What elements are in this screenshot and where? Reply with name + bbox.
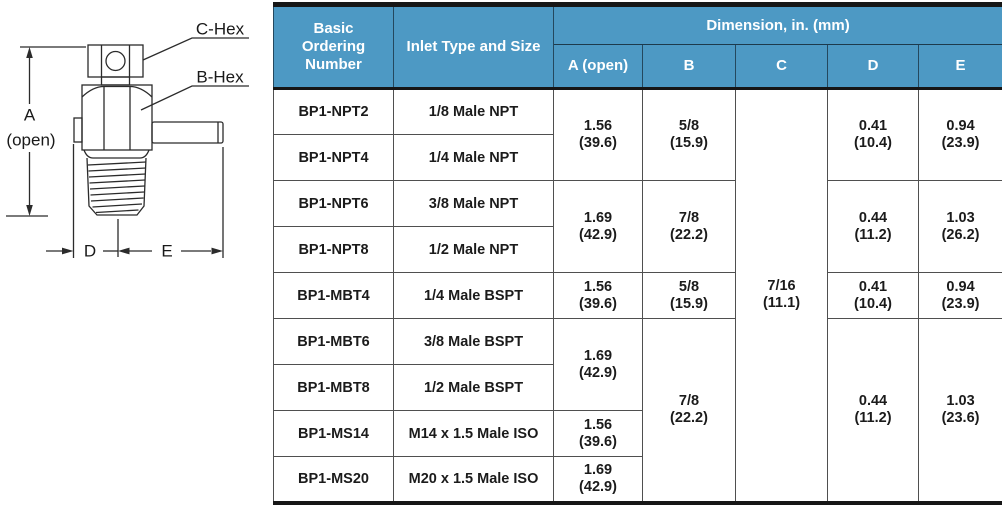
header-inlet-type-size: Inlet Type and Size <box>393 4 554 90</box>
part-number-cell: BP1-MBT8 <box>273 364 394 411</box>
dim-e-cell: 1.03 (23.6) <box>917 318 1002 503</box>
dim-a-cell: 1.56 (39.6) <box>553 272 643 319</box>
dim-a-cell: 1.56 (39.6) <box>553 88 643 181</box>
inlet-cell: 1/2 Male NPT <box>393 226 554 273</box>
header-col-a: A (open) <box>553 44 643 90</box>
table-row: BP1-MS20 M20 x 1.5 Male ISO 1.69 (42.9) <box>273 456 1002 503</box>
cap-c-hex-shape <box>87 44 144 78</box>
inlet-cell: 3/8 Male BSPT <box>393 318 554 365</box>
inlet-cell: 1/2 Male BSPT <box>393 364 554 411</box>
dim-a-cell: 1.69 (42.9) <box>553 456 643 503</box>
table-row: BP1-MS14 M14 x 1.5 Male ISO 1.56 (39.6) <box>273 410 1002 457</box>
part-number-cell: BP1-NPT4 <box>273 134 394 181</box>
arrow-right-icon <box>211 247 223 255</box>
dim-d-cell: 0.44 (11.2) <box>827 318 919 503</box>
cap-screw-circle <box>105 50 126 72</box>
dim-e-label: E <box>161 242 172 261</box>
header-col-e: E <box>917 44 1002 90</box>
valve-diagram: A (open) C-Hex B-Hex D E <box>6 20 249 261</box>
table-row: BP1-NPT6 3/8 Male NPT 1.69 (42.9) 7/8 (22.… <box>273 180 1002 273</box>
header-col-c: C <box>735 44 828 90</box>
table-row: BP1-NPT4 1/4 Male NPT <box>273 134 1002 181</box>
dim-e-cell: 1.03 (26.2) <box>917 180 1002 273</box>
part-number-cell: BP1-MS20 <box>273 456 394 503</box>
dim-d-cell: 0.41 (10.4) <box>827 272 919 319</box>
arrow-right-icon <box>62 247 74 255</box>
inlet-cell: 1/4 Male BSPT <box>393 272 554 319</box>
part-number-cell: BP1-NPT2 <box>273 88 394 135</box>
valve-outline-drawing <box>73 44 224 216</box>
table-row: BP1-NPT2 1/8 Male NPT 1.56 (39.6) 5/8 (15.… <box>273 88 1002 503</box>
dim-a-cell: 1.69 (42.9) <box>553 180 643 273</box>
part-number-cell: BP1-MS14 <box>273 410 394 457</box>
dim-a-cell: 1.69 (42.9) <box>553 318 643 411</box>
table-row: BP1-MBT4 1/4 Male BSPT 1.56 (39.6) 5/8 (15… <box>273 272 1002 319</box>
b-hex-label: B-Hex <box>196 68 244 87</box>
outlet-tube-shape <box>151 121 224 144</box>
table-row: BP1-NPT8 1/2 Male NPT <box>273 226 1002 273</box>
dim-b-cell: 7/8 (22.2) <box>642 180 736 273</box>
dim-b-cell: 5/8 (15.9) <box>642 272 736 319</box>
table-row: BP1-MBT6 3/8 Male BSPT 1.69 (42.9) 7/8 (22… <box>273 318 1002 503</box>
dim-b-cell: 5/8 (15.9) <box>642 88 736 181</box>
dim-c-cell: 7/16 (11.1) <box>735 88 828 503</box>
arrow-up-icon <box>26 47 33 58</box>
ordering-dimensions-table: Basic Ordering Number Inlet Type and Siz… <box>273 2 1002 505</box>
thread-outline <box>86 157 147 216</box>
part-number-cell: BP1-NPT6 <box>273 180 394 227</box>
c-hex-label: C-Hex <box>196 20 245 39</box>
spec-table-container: Basic Ordering Number Inlet Type and Siz… <box>273 2 1002 505</box>
inlet-cell: 3/8 Male NPT <box>393 180 554 227</box>
dimension-a: A (open) <box>6 46 86 217</box>
inlet-cell: M14 x 1.5 Male ISO <box>393 410 554 457</box>
part-number-cell: BP1-NPT8 <box>273 226 394 273</box>
header-col-d: D <box>827 44 919 90</box>
inlet-cell: M20 x 1.5 Male ISO <box>393 456 554 503</box>
dim-e-cell: 0.94 (23.9) <box>917 272 1002 319</box>
b-hex-leader: B-Hex <box>140 68 249 111</box>
header-col-b: B <box>642 44 736 90</box>
inlet-cell: 1/8 Male NPT <box>393 88 554 135</box>
arrow-left-icon <box>118 247 130 255</box>
dim-a-label: A <box>24 106 36 125</box>
dim-e-cell: 0.94 (23.9) <box>917 88 1002 181</box>
dimension-d-e: D E <box>46 144 224 261</box>
arrow-down-icon <box>26 205 33 216</box>
dim-d-cell: 0.41 (10.4) <box>827 88 919 181</box>
body-b-hex-shape <box>81 84 153 151</box>
dim-a-open-label: (open) <box>6 131 55 150</box>
dim-a-cell: 1.56 (39.6) <box>553 410 643 457</box>
table-row: BP1-MBT8 1/2 Male BSPT <box>273 364 1002 411</box>
c-hex-leader: C-Hex <box>142 20 249 61</box>
dim-d-cell: 0.44 (11.2) <box>827 180 919 273</box>
part-number-cell: BP1-MBT4 <box>273 272 394 319</box>
part-number-cell: BP1-MBT6 <box>273 318 394 365</box>
dim-d-label: D <box>84 242 96 261</box>
header-dimension-title: Dimension, in. (mm) <box>552 4 1002 45</box>
header-basic-ordering-number: Basic Ordering Number <box>273 4 394 90</box>
dim-b-cell: 7/8 (22.2) <box>642 318 736 503</box>
inlet-cell: 1/4 Male NPT <box>393 134 554 181</box>
